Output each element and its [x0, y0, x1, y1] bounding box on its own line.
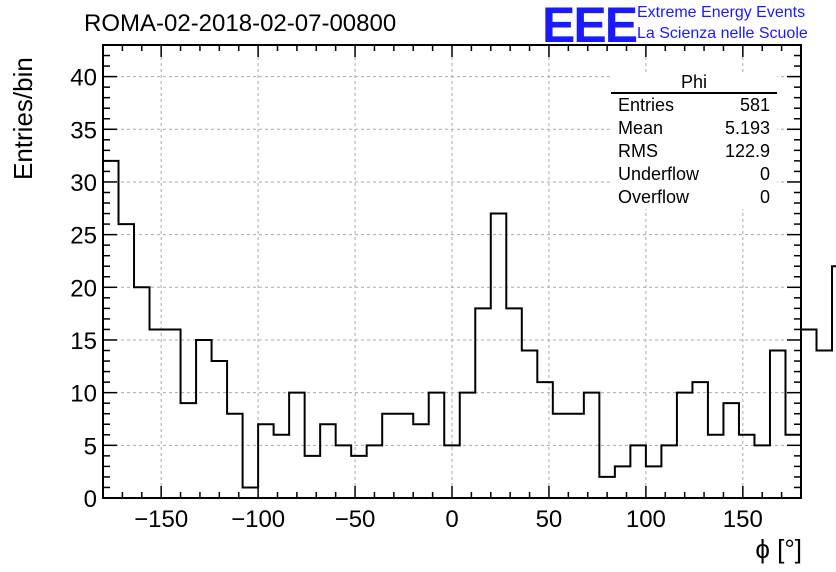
stats-value: 0: [759, 187, 770, 207]
y-tick-label: 40: [70, 65, 97, 92]
histogram-bin: [398, 414, 414, 498]
x-tick-label: 0: [445, 506, 458, 533]
histogram-bin: [382, 414, 398, 498]
histogram-bin: [351, 456, 367, 498]
stats-value: 0: [759, 164, 770, 184]
stats-label: RMS: [618, 141, 658, 161]
stats-row: Entries 581: [611, 94, 777, 117]
histogram-bin: [336, 445, 352, 498]
stats-row: Underflow 0: [611, 163, 777, 186]
x-tick-label: −150: [134, 506, 188, 533]
histogram-bin: [274, 435, 290, 498]
y-axis: 0 5 10 15 20 25 30 35 40: [70, 44, 801, 513]
histogram-bin: [320, 424, 336, 498]
histogram-bin: [429, 393, 445, 498]
histogram-bin: [832, 266, 836, 498]
y-axis-label: Entries/bin: [8, 57, 38, 180]
chart-title: ROMA-02-2018-02-07-00800: [84, 10, 397, 37]
stats-value: 5.193: [724, 118, 770, 138]
histogram-series: [103, 159, 836, 498]
histogram-bin: [506, 308, 522, 498]
x-axis: −150 −100 −50 0 50 100 150: [102, 45, 802, 533]
histogram-bin: [367, 445, 383, 498]
stats-label: Underflow: [618, 164, 700, 184]
x-tick-label: 150: [723, 506, 763, 533]
histogram-bin: [754, 445, 770, 498]
stats-title: Phi: [611, 72, 777, 94]
x-tick-label: −50: [335, 506, 376, 533]
histogram-bin: [475, 308, 491, 498]
histogram-bin: [537, 382, 553, 498]
stats-row: Mean 5.193: [611, 117, 777, 140]
histogram-bin: [522, 351, 538, 498]
histogram-bin: [165, 329, 181, 498]
histogram-bin: [584, 393, 600, 498]
stats-row: RMS 122.9: [611, 140, 777, 163]
histogram-bin: [227, 414, 243, 498]
histogram-bin: [646, 466, 662, 498]
histogram-bin: [181, 403, 197, 498]
histogram-bin: [553, 414, 569, 498]
stats-label: Overflow: [618, 187, 690, 207]
histogram-line: [103, 159, 836, 489]
stats-value: 581: [739, 95, 770, 115]
y-tick-label: 35: [70, 117, 97, 144]
grid-lines: [103, 45, 801, 498]
y-tick-label: 0: [84, 486, 97, 513]
x-axis-label: ϕ [°]: [755, 534, 802, 564]
y-tick-label: 25: [70, 223, 97, 250]
histogram-bin: [708, 435, 724, 498]
y-tick-label: 15: [70, 328, 97, 355]
histogram-bin: [460, 393, 476, 498]
x-tick-label: −100: [231, 506, 285, 533]
histogram-bin: [134, 287, 150, 498]
y-tick-label: 20: [70, 275, 97, 302]
histogram-bin: [212, 361, 228, 498]
logo-text-line1: Extreme Energy Events: [637, 4, 806, 21]
stats-value: 122.9: [724, 141, 770, 161]
histogram-bin: [630, 445, 646, 498]
histogram-bin: [491, 214, 507, 498]
histogram-bin: [723, 403, 739, 498]
stats-row: Overflow 0: [611, 186, 777, 209]
histogram-bin: [258, 424, 274, 498]
x-tick-label: 100: [626, 506, 666, 533]
histogram-bin: [289, 393, 305, 498]
histogram-bin: [413, 424, 429, 498]
stats-label: Mean: [618, 118, 664, 138]
y-tick-label: 5: [84, 433, 97, 460]
histogram-bin: [305, 456, 321, 498]
histogram-bin: [150, 329, 166, 498]
logo-text-line2: La Scienza nelle Scuole: [637, 25, 808, 42]
histogram-bin: [770, 351, 786, 498]
histogram-bin: [119, 224, 135, 498]
eee-logo: EEE: [542, 0, 638, 53]
stats-box: Phi Entries 581 Mean 5.193 RMS 122.9 Underf…: [611, 72, 777, 209]
y-tick-label: 30: [70, 170, 97, 197]
histogram-bin: [801, 329, 817, 498]
histogram-bin: [677, 393, 693, 498]
histogram-bin: [817, 351, 833, 498]
histogram-bin: [196, 340, 212, 498]
histogram-bin: [661, 445, 677, 498]
stats-label: Entries: [618, 95, 675, 115]
histogram-bin: [739, 435, 755, 498]
histogram-bin: [692, 382, 708, 498]
x-tick-label: 50: [536, 506, 563, 533]
y-tick-label: 10: [70, 381, 97, 408]
histogram-bin: [568, 414, 584, 498]
histogram-bin: [243, 487, 259, 498]
histogram-bin: [615, 466, 631, 498]
